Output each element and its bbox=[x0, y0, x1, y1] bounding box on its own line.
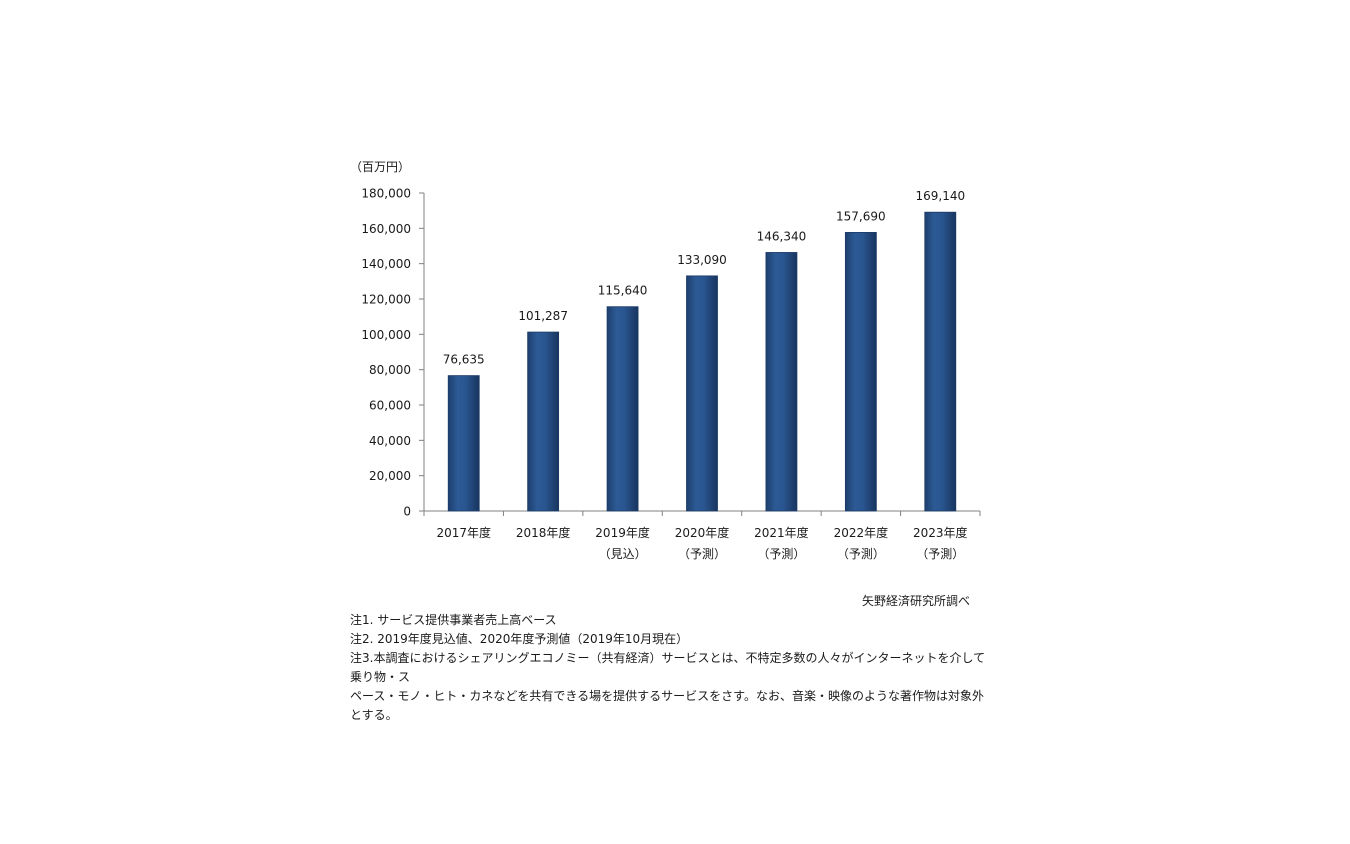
data-label: 101,287 bbox=[518, 309, 568, 323]
x-tick-sublabel: （予測） bbox=[837, 547, 885, 561]
x-tick-label: 2018年度 bbox=[516, 525, 571, 540]
x-tick-label: 2019年度 bbox=[595, 525, 650, 540]
note-1: 注1. サービス提供事業者売上高ベース bbox=[350, 613, 557, 627]
data-label: 157,690 bbox=[836, 209, 886, 223]
data-label: 146,340 bbox=[757, 229, 807, 243]
y-tick-label: 80,000 bbox=[369, 363, 411, 377]
data-label: 133,090 bbox=[677, 253, 727, 267]
x-tick-sublabel: （見込） bbox=[599, 547, 647, 561]
y-tick-label: 100,000 bbox=[361, 328, 411, 342]
bar bbox=[924, 211, 957, 512]
note-3: 注3.本調査におけるシェアリングエコノミー（共有経済）サービスとは、不特定多数の… bbox=[350, 651, 986, 684]
y-axis: 0 20,000 40,000 60,000 80,000 100,000 120,000 1… bbox=[361, 187, 425, 519]
notes: 注1. サービス提供事業者売上高ベース 注2. 2019年度見込値、2020年度… bbox=[350, 611, 990, 725]
x-tick-label: 2020年度 bbox=[675, 525, 730, 540]
note-3-continued: ペース・モノ・ヒト・カネなどを共有できる場を提供するサービスをさす。なお、音楽・… bbox=[350, 689, 984, 722]
x-tick-label: 2021年度 bbox=[754, 525, 809, 540]
x-tick-label: 2017年度 bbox=[436, 525, 491, 540]
bar bbox=[765, 252, 798, 512]
y-tick-label: 0 bbox=[403, 505, 411, 519]
data-labels: 76,635 101,287 115,640 133,090 146,340 157,69… bbox=[443, 189, 965, 366]
y-tick-label: 120,000 bbox=[361, 293, 411, 307]
y-tick-label: 140,000 bbox=[361, 257, 411, 271]
data-label: 115,640 bbox=[598, 284, 648, 298]
data-label: 76,635 bbox=[443, 353, 485, 367]
x-tick-label: 2023年度 bbox=[913, 525, 968, 540]
x-tick-sublabel: （予測） bbox=[757, 547, 805, 561]
bar bbox=[686, 275, 718, 512]
bar bbox=[447, 375, 480, 512]
bars bbox=[447, 211, 957, 512]
x-tick-sublabel: （予測） bbox=[916, 547, 964, 561]
bar bbox=[527, 331, 560, 512]
bar bbox=[844, 232, 877, 512]
y-tick-label: 60,000 bbox=[369, 399, 411, 413]
source-credit: 矢野経済研究所調べ bbox=[861, 594, 970, 608]
x-tick-label: 2022年度 bbox=[834, 525, 889, 540]
y-tick-label: 160,000 bbox=[361, 222, 411, 236]
y-tick-label: 180,000 bbox=[361, 187, 411, 201]
bar bbox=[606, 306, 639, 512]
y-axis-unit-label: （百万円） bbox=[350, 160, 410, 174]
y-tick-label: 40,000 bbox=[369, 434, 411, 448]
x-tick-sublabel: （予測） bbox=[678, 547, 726, 561]
x-axis: 2017年度 2018年度 2019年度 （見込） 2020年度 （予測） 2021年度 （予… bbox=[423, 510, 981, 561]
y-tick-label: 20,000 bbox=[369, 469, 411, 483]
note-2: 注2. 2019年度見込値、2020年度予測値（2019年10月現在） bbox=[350, 632, 689, 646]
data-label: 169,140 bbox=[915, 189, 965, 203]
